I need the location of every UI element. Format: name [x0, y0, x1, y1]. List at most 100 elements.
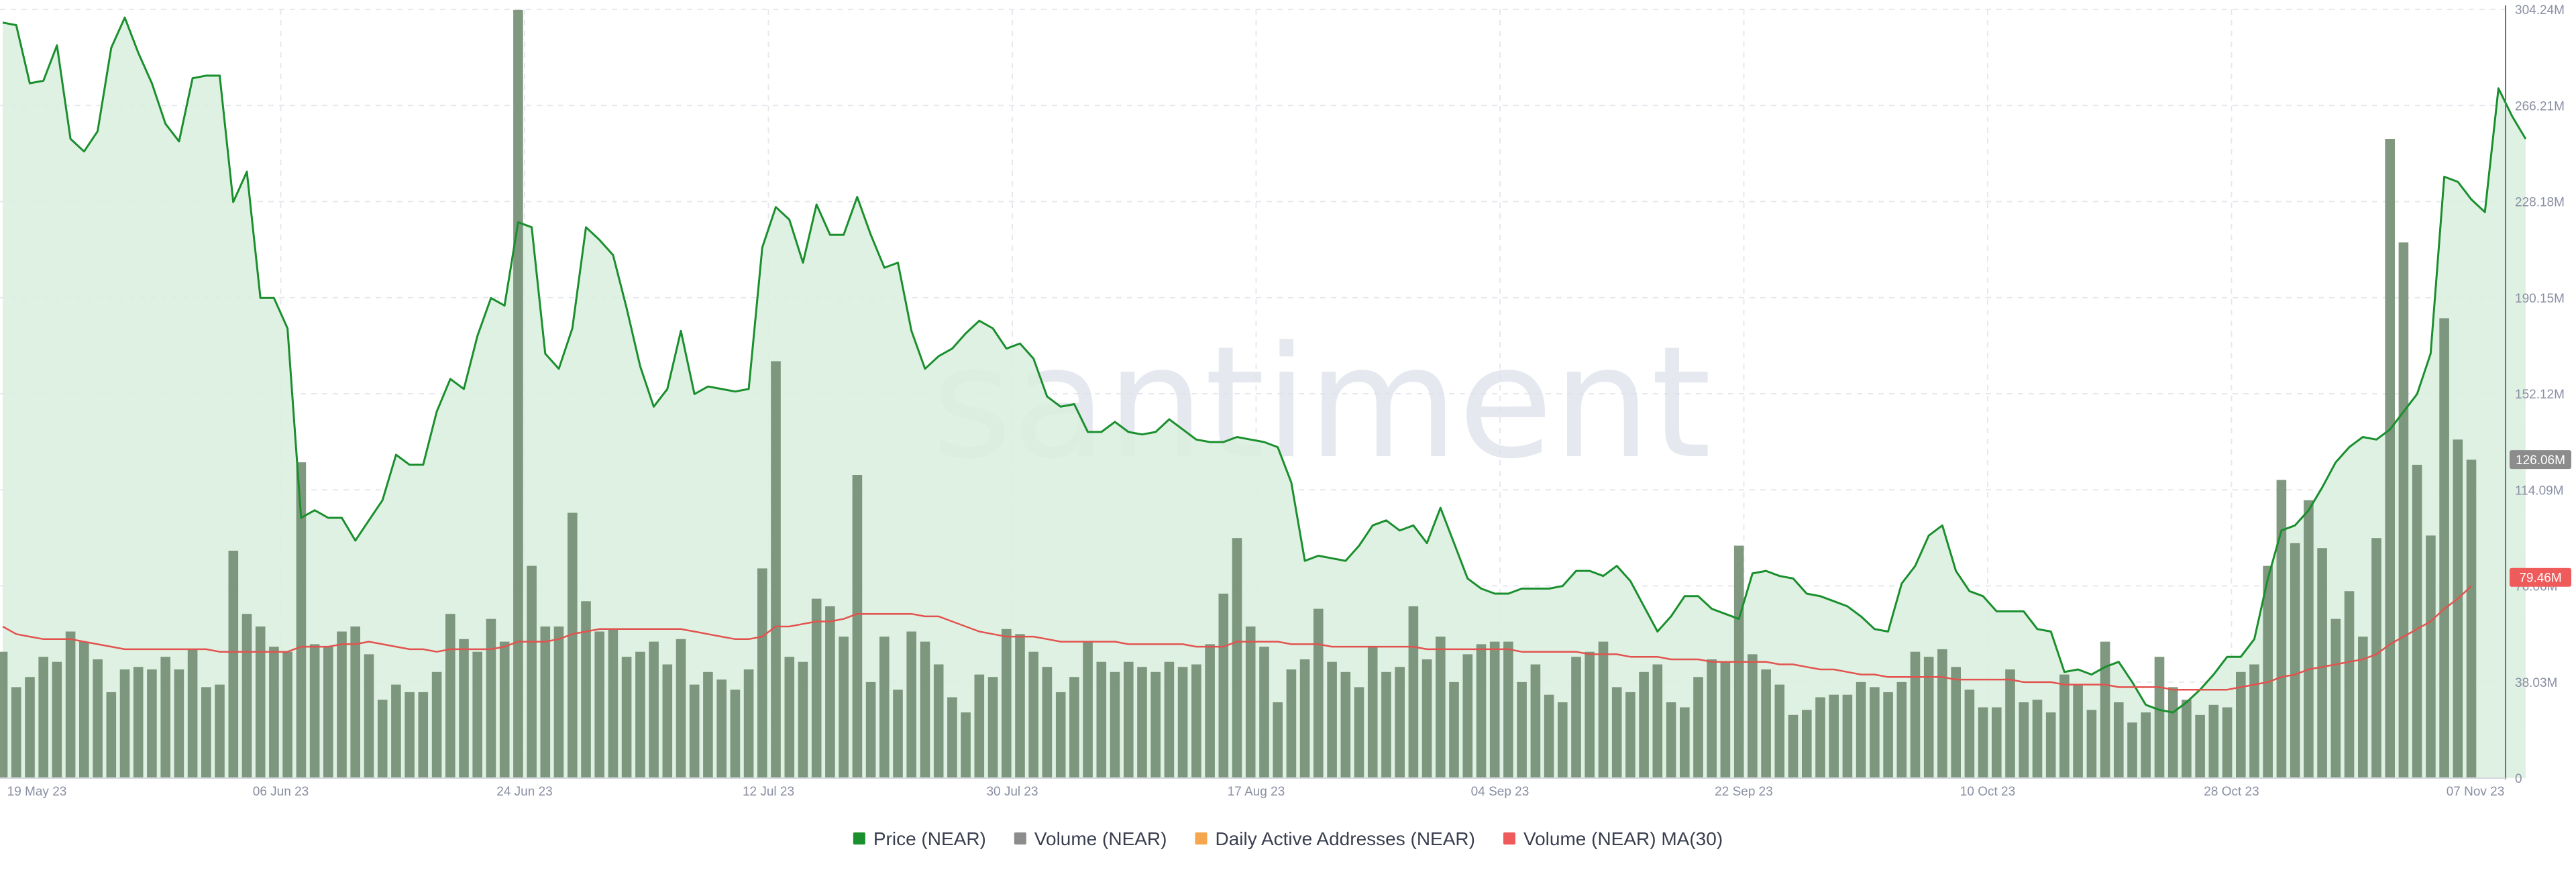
volume-bar: [431, 671, 442, 778]
volume-bar: [1910, 651, 1921, 778]
volume-bar: [1449, 682, 1459, 778]
value-tag-label: 126.06M: [2516, 453, 2565, 468]
volume-bar: [1544, 694, 1554, 778]
volume-bar: [1327, 661, 1337, 778]
volume-bar: [2330, 618, 2341, 778]
y-tick-label: 304.24M: [2515, 3, 2565, 17]
volume-bar: [1625, 692, 1635, 778]
volume-bar: [1964, 690, 1975, 778]
volume-bar: [309, 644, 320, 778]
volume-bar: [25, 677, 35, 778]
volume-bar: [296, 462, 307, 778]
volume-bar: [1937, 649, 1947, 778]
volume-bar: [2398, 242, 2409, 778]
volume-bar: [2466, 459, 2477, 778]
volume-bar: [1680, 707, 1690, 778]
volume-bar: [2453, 439, 2463, 778]
volume-bar: [852, 475, 863, 778]
legend-item[interactable]: Volume (NEAR): [1014, 828, 1167, 849]
y-tick-label: 152.12M: [2515, 388, 2565, 402]
legend-item[interactable]: Volume (NEAR) MA(30): [1503, 828, 1723, 849]
volume-bar: [1096, 661, 1107, 778]
volume-bar: [2304, 500, 2314, 778]
volume-bar: [79, 641, 89, 778]
volume-bar: [703, 671, 713, 778]
volume-bar: [1503, 641, 1513, 778]
value-tag-label: 79.46M: [2519, 571, 2561, 586]
volume-bar: [879, 637, 890, 778]
volume-bar: [119, 669, 130, 778]
x-tick-label: 17 Aug 23: [1228, 785, 1285, 799]
value-tag: [2510, 450, 2571, 470]
volume-bar: [1707, 659, 1717, 778]
volume-bar: [906, 631, 916, 778]
volume-bar: [418, 692, 429, 778]
volume-bar: [1354, 687, 1364, 778]
volume-bar: [540, 626, 551, 778]
x-tick-label: 19 May 23: [7, 785, 67, 799]
volume-bar: [486, 618, 496, 778]
volume-bar: [947, 697, 957, 778]
volume-bar: [2276, 480, 2287, 778]
legend-item[interactable]: Price (NEAR): [853, 828, 986, 849]
y-tick-label: 38.03M: [2515, 676, 2557, 690]
volume-bar: [608, 629, 619, 778]
legend-swatch: [1195, 832, 1208, 844]
volume-bar: [2005, 669, 2015, 778]
x-tick-label: 24 Jun 23: [496, 785, 552, 799]
volume-bar: [2439, 318, 2449, 778]
volume-bar: [662, 664, 673, 778]
volume-bar: [1951, 667, 1961, 778]
volume-bar: [1639, 671, 1649, 778]
volume-bar: [1842, 694, 1853, 778]
volume-bar: [1395, 667, 1405, 778]
volume-bar: [1666, 702, 1676, 778]
volume-bar: [1978, 707, 1988, 778]
volume-bar: [11, 687, 21, 778]
volume-bar: [621, 657, 632, 778]
volume-bar: [1110, 671, 1120, 778]
volume-bar: [391, 684, 401, 778]
volume-bar: [2154, 657, 2165, 778]
volume-bar: [52, 661, 62, 778]
volume-bar: [2045, 712, 2056, 778]
volume-bar: [1015, 634, 1025, 778]
volume-bar: [2344, 591, 2355, 778]
volume-bar: [1992, 707, 2002, 778]
volume-bar: [2114, 702, 2124, 778]
volume-bar: [1788, 714, 1799, 778]
volume-bar: [1245, 626, 1256, 778]
x-tick-label: 07 Nov 23: [2447, 785, 2505, 799]
volume-bar: [1340, 671, 1351, 778]
volume-bar: [1761, 669, 1771, 778]
volume-bar: [1177, 667, 1188, 778]
series-lines-group: [2, 16, 2527, 714]
volume-bar: [1218, 594, 1229, 778]
volume-bar: [2032, 700, 2043, 778]
volume-bar: [2100, 641, 2110, 778]
price-area-fill: [3, 17, 2526, 779]
volume-bar: [1083, 641, 1093, 778]
volume-bar: [1367, 647, 1378, 778]
volume-bar: [1585, 651, 1595, 778]
volume-bar: [187, 649, 198, 778]
value-tag: [2510, 567, 2571, 587]
volume-bar: [1571, 657, 1581, 778]
legend[interactable]: Price (NEAR) Volume (NEAR) Daily Active Ad…: [853, 828, 1723, 849]
volume-bar: [1150, 671, 1161, 778]
volume-bar: [2290, 543, 2300, 778]
volume-bar: [1693, 677, 1703, 778]
legend-item[interactable]: Daily Active Addresses (NEAR): [1195, 828, 1475, 849]
volume-bar: [893, 690, 903, 778]
volume-bar: [1002, 629, 1012, 778]
volume-bar: [1720, 661, 1731, 778]
volume-bar: [1883, 692, 1893, 778]
price-line: [2, 16, 2527, 714]
volume-bar: [1748, 654, 1758, 778]
volume-bar: [2141, 712, 2151, 778]
legend-label: Volume (NEAR): [1034, 828, 1167, 849]
volume-bar: [1462, 654, 1473, 778]
y-tick-label: 266.21M: [2515, 99, 2565, 113]
volume-bar: [1815, 697, 1825, 778]
